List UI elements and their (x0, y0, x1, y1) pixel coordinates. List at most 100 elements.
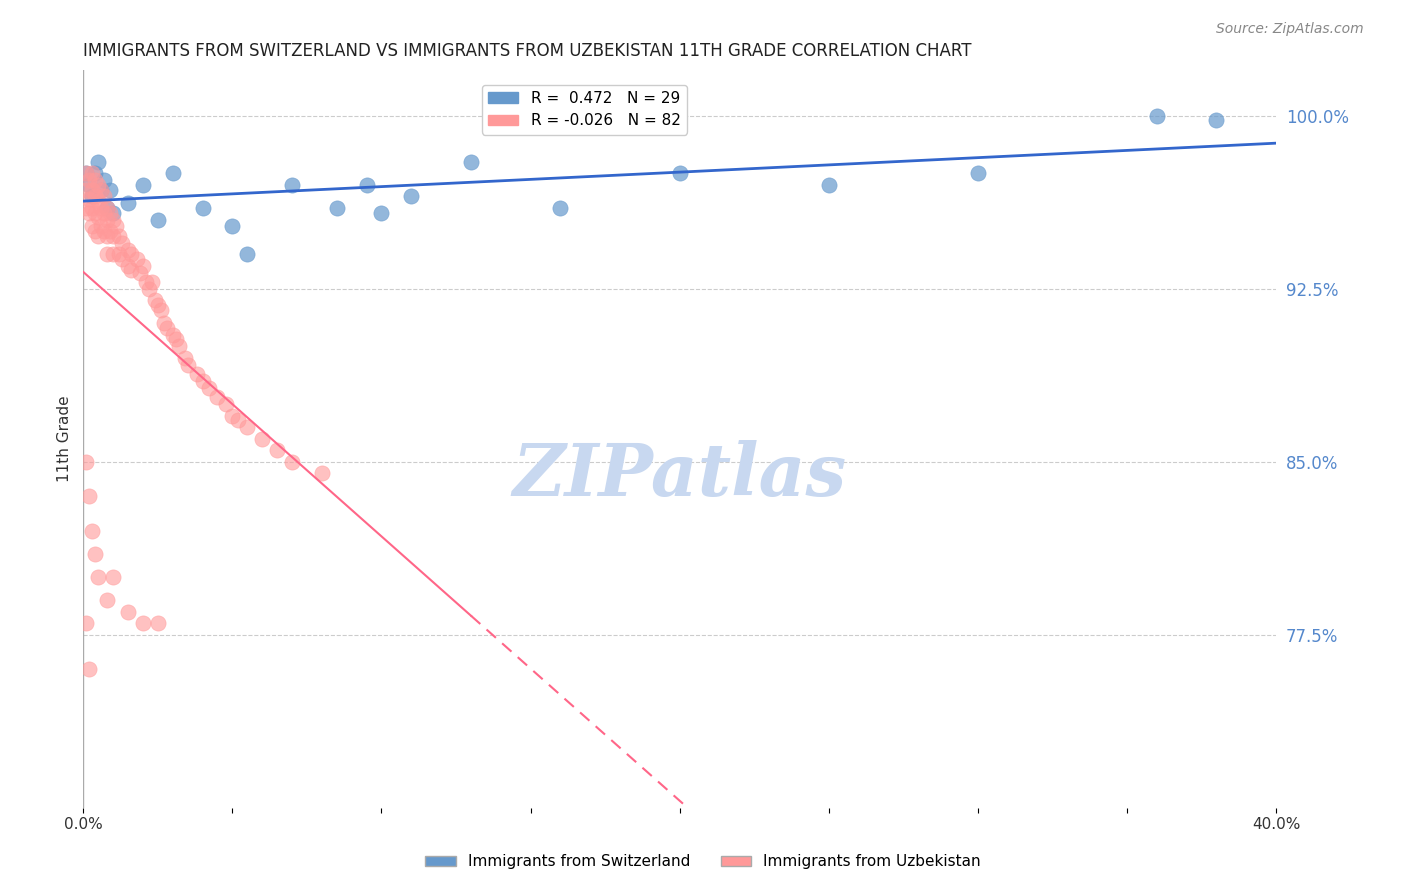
Point (96, 593, 118, 607)
Point (87, 194, 110, 208)
Point (98, 224, 121, 238)
Point (129, 266, 152, 280)
Point (153, 316, 176, 330)
Point (146, 212, 169, 227)
Text: Source: ZipAtlas.com: Source: ZipAtlas.com (1216, 22, 1364, 37)
Point (138, 282, 160, 296)
Point (141, 275, 163, 289)
Point (165, 333, 187, 347)
Point (87, 155, 110, 169)
Point (96, 247, 118, 261)
Point (117, 196, 139, 211)
Point (77, 205, 100, 219)
Point (117, 243, 139, 257)
Point (817, 178, 839, 192)
Point (75, 166, 97, 180)
Point (967, 166, 990, 180)
Point (191, 374, 214, 388)
Point (96, 201, 118, 215)
Point (75, 201, 97, 215)
Point (90, 183, 112, 197)
Point (132, 259, 155, 273)
Point (82, 524, 104, 538)
Point (176, 358, 198, 372)
Point (75, 616, 97, 631)
Point (98, 205, 121, 219)
Point (111, 252, 134, 266)
Point (84, 173, 107, 187)
Point (101, 228, 124, 243)
Point (146, 616, 169, 631)
Point (236, 420, 259, 434)
Point (1205, 113, 1227, 128)
Point (281, 455, 304, 469)
Point (90, 201, 112, 215)
Point (101, 247, 124, 261)
Point (93, 173, 115, 187)
Point (87, 570, 110, 584)
Point (82, 189, 104, 203)
Point (75, 455, 97, 469)
Point (84, 166, 107, 180)
Point (149, 302, 172, 317)
Point (90, 219, 112, 234)
Point (460, 155, 482, 169)
Point (101, 205, 124, 219)
Point (173, 351, 195, 365)
Point (356, 178, 378, 192)
Point (326, 201, 349, 215)
Point (162, 166, 184, 180)
Point (120, 247, 142, 261)
Point (132, 178, 155, 192)
Point (162, 327, 184, 342)
Point (84, 205, 107, 219)
Point (135, 275, 157, 289)
Point (93, 189, 115, 203)
Point (96, 228, 118, 243)
Point (1146, 109, 1168, 123)
Point (401, 189, 423, 203)
Point (77, 662, 100, 676)
Point (77, 489, 100, 503)
Point (281, 178, 304, 192)
Point (143, 293, 166, 308)
Point (117, 605, 139, 619)
Legend: Immigrants from Switzerland, Immigrants from Uzbekistan: Immigrants from Switzerland, Immigrants … (419, 848, 987, 875)
Point (84, 224, 107, 238)
Point (82, 183, 104, 197)
Point (370, 205, 392, 219)
Point (215, 397, 238, 411)
Point (311, 467, 333, 481)
Point (550, 201, 572, 215)
Point (82, 166, 104, 180)
Point (93, 224, 115, 238)
Point (82, 201, 104, 215)
Point (101, 212, 124, 227)
Point (98, 183, 121, 197)
Point (197, 381, 219, 395)
Point (96, 212, 118, 227)
Point (250, 432, 273, 446)
Point (101, 570, 124, 584)
Y-axis label: 11th Grade: 11th Grade (58, 395, 72, 482)
Point (221, 219, 243, 234)
Point (221, 409, 243, 423)
Point (77, 178, 100, 192)
Point (84, 189, 107, 203)
Legend: R =  0.472   N = 29, R = -0.026   N = 82: R = 0.472 N = 29, R = -0.026 N = 82 (482, 85, 686, 135)
Point (266, 443, 288, 458)
Point (105, 219, 128, 234)
Point (167, 339, 190, 353)
Point (156, 321, 179, 335)
Text: ZIPatlas: ZIPatlas (513, 440, 846, 511)
Point (125, 252, 148, 266)
Point (93, 205, 115, 219)
Point (90, 183, 112, 197)
Point (77, 173, 100, 187)
Point (87, 178, 110, 192)
Point (146, 298, 169, 312)
Point (108, 228, 131, 243)
Point (228, 413, 250, 427)
Text: IMMIGRANTS FROM SWITZERLAND VS IMMIGRANTS FROM UZBEKISTAN 11TH GRADE CORRELATION: IMMIGRANTS FROM SWITZERLAND VS IMMIGRANT… (83, 42, 972, 60)
Point (668, 166, 690, 180)
